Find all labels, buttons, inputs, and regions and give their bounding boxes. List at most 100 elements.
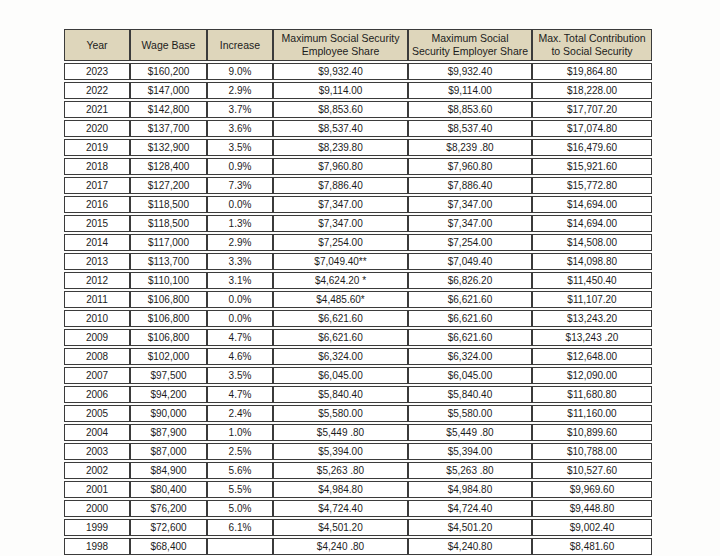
table-cell: $106,800 [130, 291, 207, 308]
table-cell: $6,826.20 [408, 272, 532, 289]
table-cell: $10,788.00 [532, 443, 652, 460]
table-cell: $118,500 [130, 196, 207, 213]
table-cell: 6.1% [207, 519, 273, 536]
table-cell: 2010 [64, 310, 130, 327]
table-cell: $4,984.80 [273, 481, 408, 498]
table-cell: $17,074.80 [532, 120, 652, 137]
table-cell: $5,580.00 [408, 405, 532, 422]
table-cell: 1.0% [207, 424, 273, 441]
table-cell: $14,694.00 [532, 215, 652, 232]
table-cell: $127,200 [130, 177, 207, 194]
table-cell: 2023 [64, 63, 130, 80]
table-row: 2021$142,8003.7%$8,853.60$8,853.60$17,70… [64, 101, 652, 118]
table-cell: $80,400 [130, 481, 207, 498]
table-cell: $14,098.80 [532, 253, 652, 270]
table-cell: 2.4% [207, 405, 273, 422]
table-cell: $6,621.60 [408, 310, 532, 327]
table-row: 2012$110,1003.1%$4,624.20 *$6,826.20$11,… [64, 272, 652, 289]
table-cell: $4,240 .80 [273, 538, 408, 555]
table-cell: $6,324.00 [273, 348, 408, 365]
table-cell: $9,969.60 [532, 481, 652, 498]
table-cell: $7,049.40 [408, 253, 532, 270]
table-cell: $142,800 [130, 101, 207, 118]
table-cell: 3.1% [207, 272, 273, 289]
table-cell: $106,800 [130, 329, 207, 346]
table-row: 2004$87,9001.0%$5,449 .80$5,449 .80$10,8… [64, 424, 652, 441]
table-row: 2008$102,0004.6%$6,324.00$6,324.00$12,64… [64, 348, 652, 365]
table-cell: $11,680.80 [532, 386, 652, 403]
table-cell: 2006 [64, 386, 130, 403]
table-cell: 0.9% [207, 158, 273, 175]
table-cell: $117,000 [130, 234, 207, 251]
table-body: 2023$160,2009.0%$9,932.40$9,932.40$19,86… [64, 63, 652, 555]
table-cell: $13,243 .20 [532, 329, 652, 346]
table-row: 2017$127,2007.3%$7,886.40$7,886.40$15,77… [64, 177, 652, 194]
table-cell: $5,263 .80 [408, 462, 532, 479]
table-cell: 2.9% [207, 234, 273, 251]
table-cell: $7,347.00 [273, 215, 408, 232]
table-cell: 2002 [64, 462, 130, 479]
table-row: 2001$80,4005.5%$4,984.80$4,984.80$9,969.… [64, 481, 652, 498]
table-cell: $6,621.60 [273, 310, 408, 327]
table-cell: $19,864.80 [532, 63, 652, 80]
table-cell: $7,347.00 [273, 196, 408, 213]
table-cell: 4.7% [207, 386, 273, 403]
table-cell: 4.7% [207, 329, 273, 346]
table-cell: $147,000 [130, 82, 207, 99]
table-cell: $7,347.00 [408, 215, 532, 232]
table-cell: $11,107.20 [532, 291, 652, 308]
table-cell: $9,002.40 [532, 519, 652, 536]
table-cell: $8,537.40 [273, 120, 408, 137]
table-row: 2000$76,2005.0%$4,724.40$4,724.40$9,448.… [64, 500, 652, 517]
table-cell: $7,960.80 [273, 158, 408, 175]
table-cell: $8,853.60 [273, 101, 408, 118]
table-cell: $110,100 [130, 272, 207, 289]
table-row: 2018$128,4000.9%$7,960.80$7,960.80$15,92… [64, 158, 652, 175]
table-cell: 2008 [64, 348, 130, 365]
column-header: Increase [207, 29, 273, 61]
table-cell: $4,724.40 [273, 500, 408, 517]
column-header: Max. Total Contribution to Social Securi… [532, 29, 652, 61]
table-row: 2002$84,9005.6%$5,263 .80$5,263 .80$10,5… [64, 462, 652, 479]
table-cell: $68,400 [130, 538, 207, 555]
table-row: 2022$147,0002.9%$9,114.00$9,114.00$18,22… [64, 82, 652, 99]
table-cell: $7,049.40** [273, 253, 408, 270]
table-cell: $18,228.00 [532, 82, 652, 99]
table-cell: $13,243.20 [532, 310, 652, 327]
table-cell: $128,400 [130, 158, 207, 175]
table-cell: $9,448.80 [532, 500, 652, 517]
table-cell: 2004 [64, 424, 130, 441]
table-row: 2010$106,8000.0%$6,621.60$6,621.60$13,24… [64, 310, 652, 327]
table-row: 2013$113,7003.3%$7,049.40**$7,049.40$14,… [64, 253, 652, 270]
table-cell: 2.9% [207, 82, 273, 99]
table-cell: 5.0% [207, 500, 273, 517]
table-cell: $4,501.20 [408, 519, 532, 536]
table-cell: $15,772.80 [532, 177, 652, 194]
table-cell: 2020 [64, 120, 130, 137]
table-cell: $15,921.60 [532, 158, 652, 175]
table-cell: $118,500 [130, 215, 207, 232]
table-cell: $5,449 .80 [408, 424, 532, 441]
table-cell: 3.5% [207, 367, 273, 384]
table-cell: $5,449 .80 [273, 424, 408, 441]
table-cell: 3.6% [207, 120, 273, 137]
table-cell: $72,600 [130, 519, 207, 536]
table-cell: $4,724.40 [408, 500, 532, 517]
table-cell: $113,700 [130, 253, 207, 270]
table-row: 2016$118,5000.0%$7,347.00$7,347.00$14,69… [64, 196, 652, 213]
table-cell: 9.0% [207, 63, 273, 80]
table-cell: $6,621.60 [408, 291, 532, 308]
table-cell: $84,900 [130, 462, 207, 479]
table-cell: $5,263 .80 [273, 462, 408, 479]
table-cell: $7,960.80 [408, 158, 532, 175]
table-cell: $4,501.20 [273, 519, 408, 536]
table-cell: $76,200 [130, 500, 207, 517]
table-cell: $7,347.00 [408, 196, 532, 213]
table-cell: $137,700 [130, 120, 207, 137]
table-row: 2014$117,0002.9%$7,254.00$7,254.00$14,50… [64, 234, 652, 251]
table-cell: $132,900 [130, 139, 207, 156]
table-cell: 3.5% [207, 139, 273, 156]
table-cell: 1999 [64, 519, 130, 536]
table-container: YearWage BaseIncreaseMaximum Social Secu… [64, 27, 652, 556]
table-cell [207, 538, 273, 555]
